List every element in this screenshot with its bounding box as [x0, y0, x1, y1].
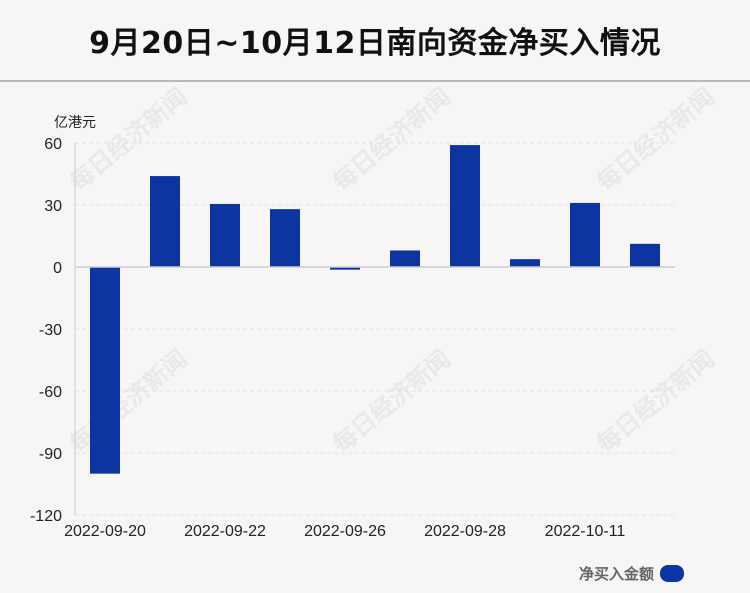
y-tick-label: -90: [39, 446, 62, 463]
bar: [150, 176, 180, 267]
bar: [630, 243, 660, 267]
x-tick-label: 2022-09-26: [304, 523, 386, 540]
legend-swatch: [660, 565, 684, 582]
bar: [390, 250, 420, 267]
x-tick-label: 2022-10-11: [545, 523, 626, 540]
bar: [450, 145, 480, 267]
bar: [510, 259, 540, 267]
x-tick-label: 2022-09-20: [64, 523, 146, 540]
x-tick-label: 2022-09-28: [424, 523, 506, 540]
legend: 净买入金额: [579, 563, 684, 584]
y-tick-label: -30: [39, 322, 62, 339]
y-tick-label: 60: [44, 136, 62, 153]
bar: [570, 202, 600, 267]
bar: [90, 267, 120, 474]
y-tick-label: -120: [30, 508, 62, 525]
y-tick-label: 0: [53, 260, 62, 277]
y-tick-label: 30: [44, 198, 62, 215]
legend-label: 净买入金额: [578, 565, 654, 583]
title-divider: [0, 80, 750, 82]
y-tick-label: -60: [39, 384, 62, 401]
bar: [210, 203, 240, 267]
x-tick-label: 2022-09-22: [184, 523, 266, 540]
bar: [270, 209, 300, 267]
bar: [330, 267, 360, 270]
y-axis-unit-label: 亿港元: [54, 115, 96, 131]
chart-title: 9月20日~10月12日南向资金净买入情况: [89, 26, 661, 61]
